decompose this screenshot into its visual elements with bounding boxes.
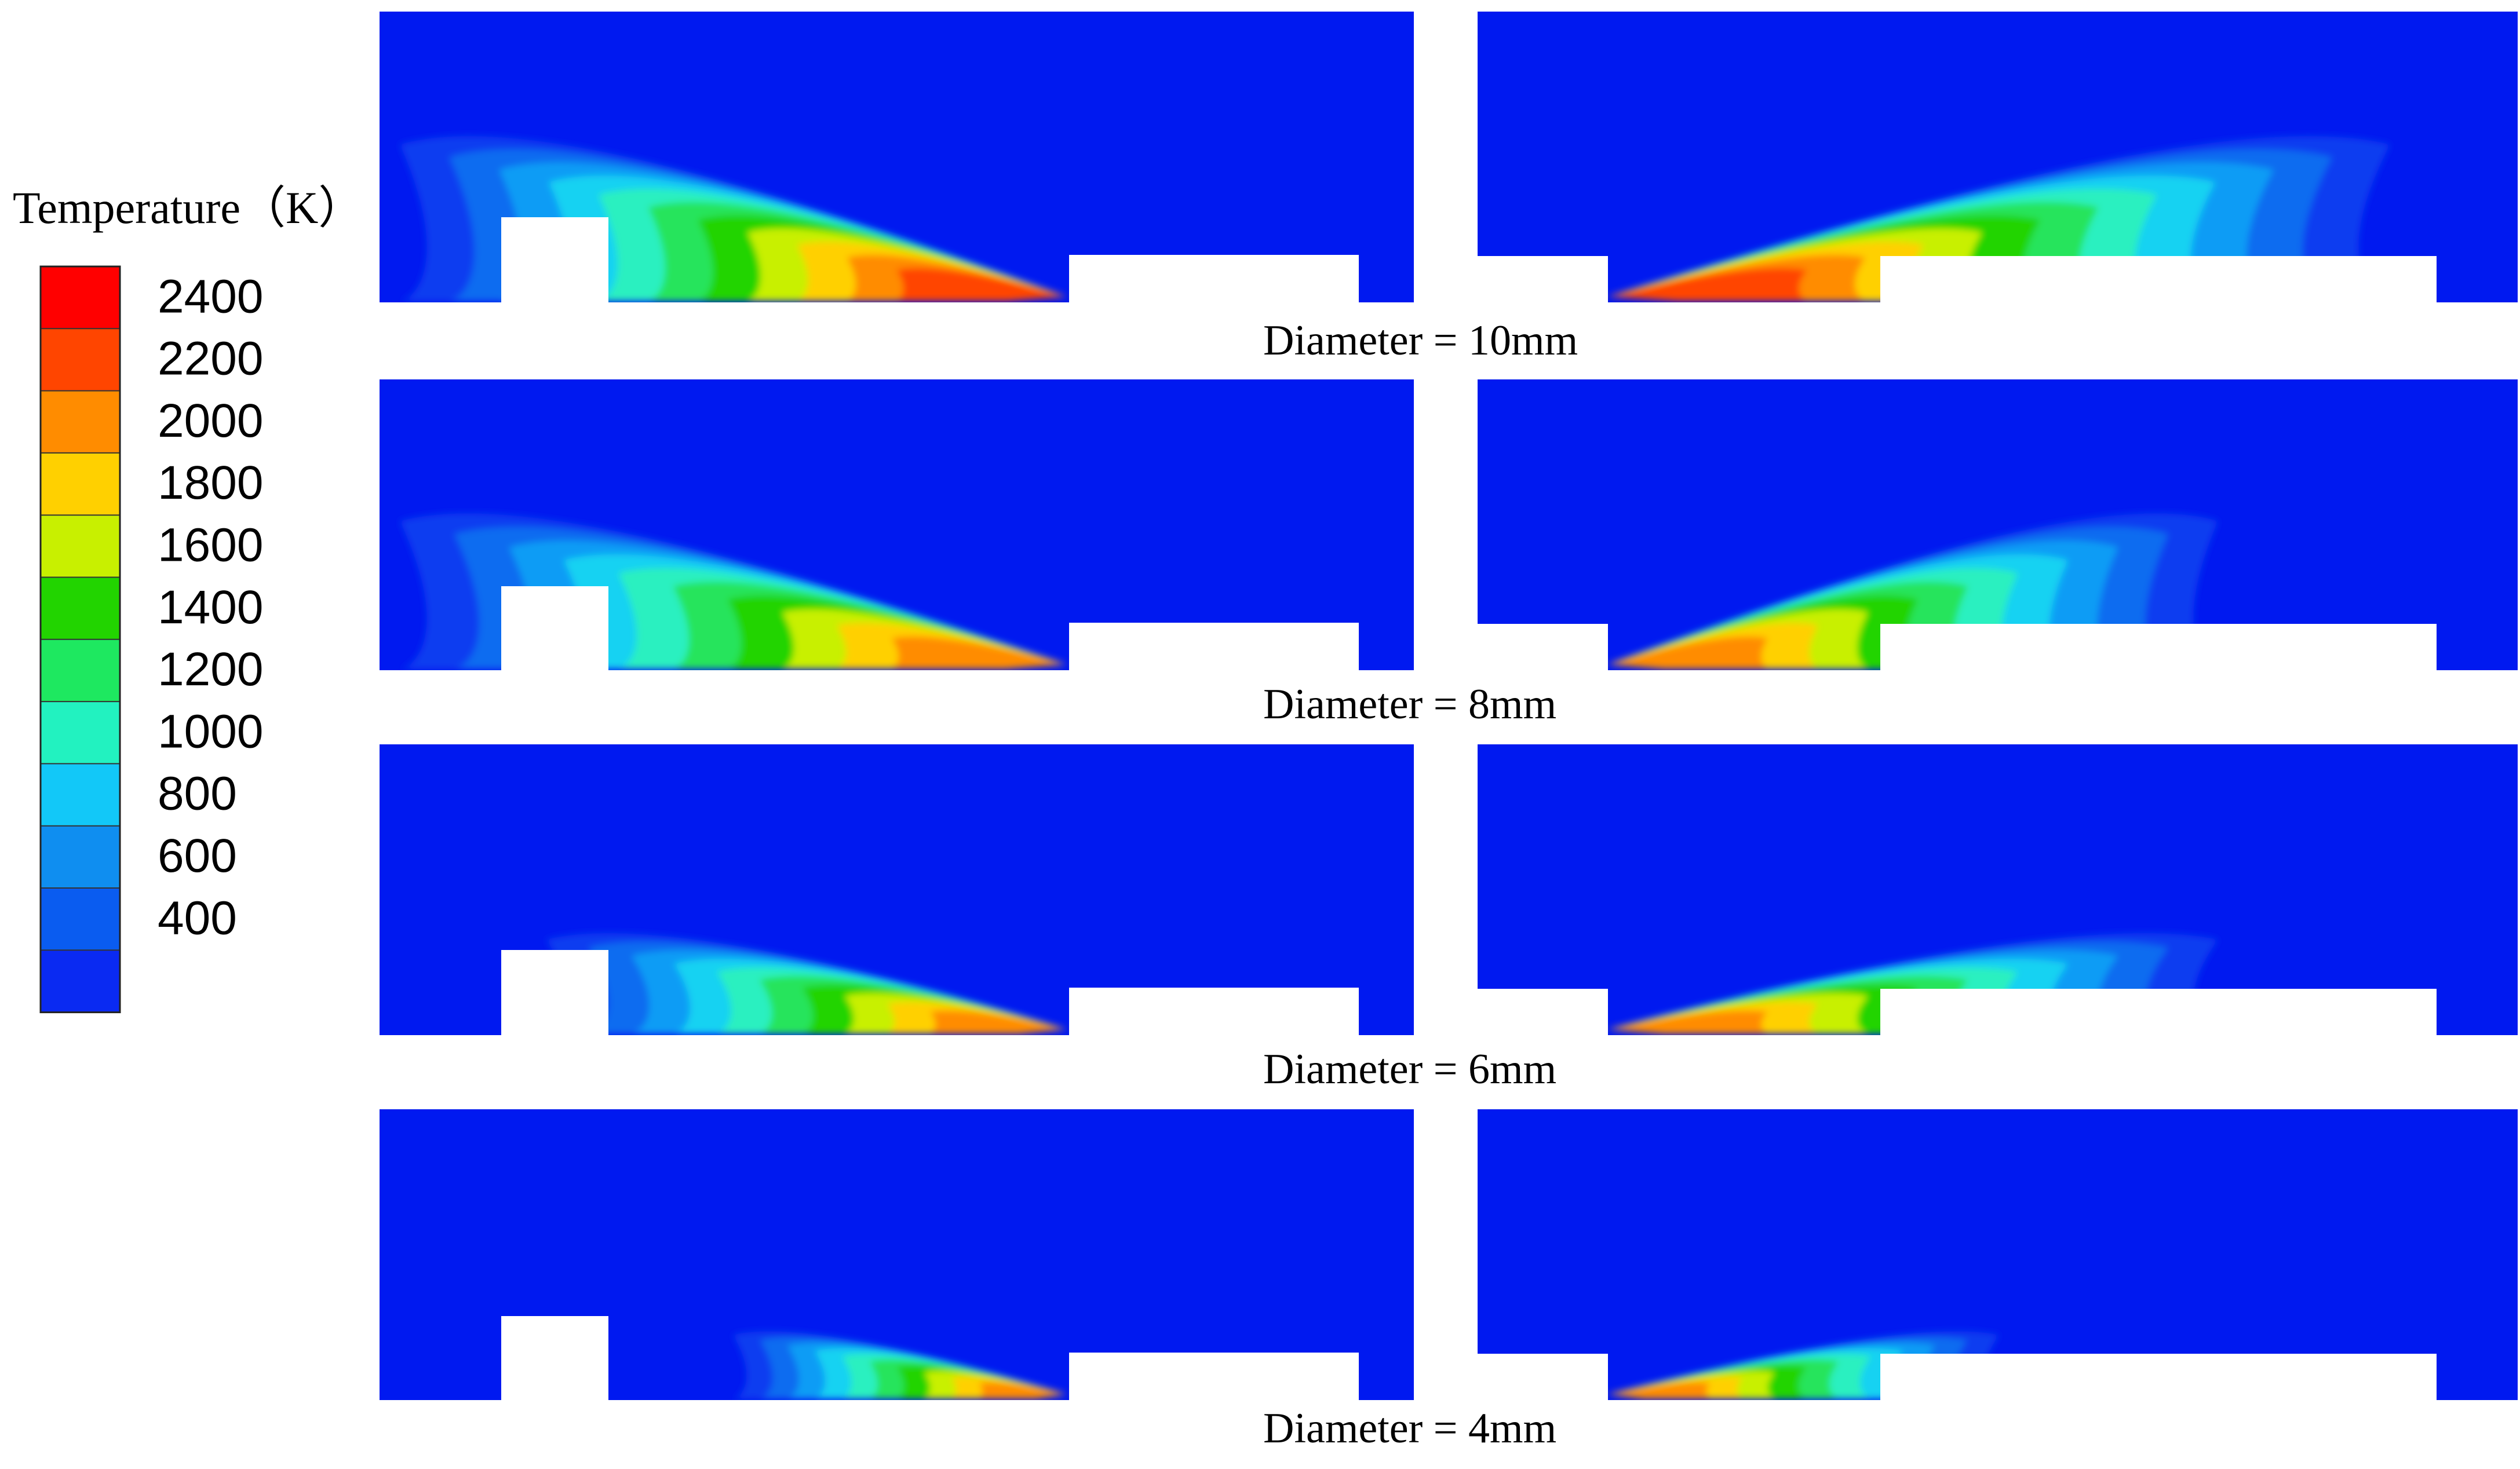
contour-level: [1608, 1010, 1768, 1034]
left-contour-panel: [380, 744, 1414, 1035]
right-step-block: [1880, 624, 2437, 670]
panel-row-3: Diameter = 6mm: [380, 744, 2518, 1093]
contour-level: [1608, 1382, 1711, 1399]
legend-tick-label: 1600: [158, 519, 263, 572]
legend-band-1: [41, 328, 120, 392]
right-step-block: [1880, 989, 2437, 1035]
contour-level: [1608, 636, 1768, 669]
right-step-block: [1069, 988, 1359, 1035]
panel-row-2: Diameter = 8mm: [380, 379, 2518, 728]
flame-contours: [1608, 1331, 1999, 1399]
contour-level: [929, 1010, 1066, 1034]
right-contour-panel: [1478, 379, 2518, 670]
right-contour-panel: [1478, 744, 2518, 1035]
legend-tick-label: 600: [158, 829, 237, 882]
right-step-block: [1069, 623, 1359, 670]
legend-band-5: [41, 577, 120, 640]
panel-background: [1478, 1109, 2518, 1400]
legend-tick-label: 2200: [158, 332, 263, 385]
left-burner-block: [501, 950, 608, 1035]
legend-tick-label: 2000: [158, 394, 263, 447]
legend-band-8: [41, 763, 120, 827]
panel-caption: Diameter = 6mm: [1263, 1046, 1556, 1093]
panel-caption: Diameter = 8mm: [1263, 681, 1556, 728]
legend-tick-label: 1400: [158, 581, 263, 634]
flame-contours: [733, 1331, 1066, 1399]
panel-caption: Diameter = 10mm: [1263, 317, 1578, 364]
legend-band-9: [41, 825, 120, 889]
legend-band-4: [41, 515, 120, 578]
legend-band-7: [41, 701, 120, 764]
legend-band-10: [41, 888, 120, 951]
right-contour-panel: [1478, 12, 2518, 302]
right-step-block: [1069, 255, 1359, 302]
legend-tick-label: 800: [158, 768, 237, 820]
legend-tick-label: 1800: [158, 456, 263, 509]
left-step-block: [1478, 1354, 1608, 1400]
legend-title: Temperature（K）: [13, 182, 363, 233]
flame-contours: [546, 933, 1066, 1034]
legend-tick-label: 2400: [158, 270, 263, 323]
contour-level: [979, 1382, 1066, 1399]
right-contour-panel: [1478, 1109, 2518, 1400]
left-step-block: [1478, 624, 1608, 670]
legend-band-11: [41, 950, 120, 1013]
left-burner-block: [501, 1316, 608, 1400]
legend-tick-label: 1200: [158, 643, 263, 696]
legend-tick-label: 400: [158, 891, 237, 944]
left-step-block: [1478, 989, 1608, 1035]
legend-bar-border: [39, 265, 121, 1014]
left-step-block: [1478, 256, 1608, 302]
panel-row-4: Diameter = 4mm: [380, 1109, 2518, 1452]
legend-tick-labels: 2400 2200 2000 1800 1600 1400 1200 1000 800 600 40…: [158, 270, 263, 944]
left-contour-panel: [380, 379, 1414, 670]
left-burner-block: [501, 586, 608, 670]
legend-band-3: [41, 452, 120, 516]
panel-row-1: Diameter = 10mm: [380, 12, 2518, 364]
legend-color-bar: [39, 265, 121, 1014]
left-burner-block: [501, 217, 608, 302]
legend-tick-label: 1000: [158, 705, 263, 758]
legend-band-2: [41, 390, 120, 454]
right-step-block: [1880, 256, 2437, 302]
contour-panels: Diameter = 10mm Diameter = 8mm Diameter = …: [380, 12, 2518, 1452]
left-contour-panel: [380, 1109, 1414, 1400]
color-legend: Temperature（K） 2400 2200 2000 1800 1600 1400 1…: [13, 182, 363, 1014]
left-contour-panel: [380, 12, 1414, 302]
panel-caption: Diameter = 4mm: [1263, 1405, 1556, 1452]
flame-contours: [400, 513, 1066, 669]
legend-band-6: [41, 639, 120, 702]
contour-level: [891, 636, 1066, 669]
right-step-block: [1880, 1354, 2437, 1400]
contour-level: [1608, 268, 1807, 301]
contour-level: [896, 268, 1066, 301]
right-step-block: [1069, 1353, 1359, 1400]
legend-band-0: [41, 266, 120, 329]
